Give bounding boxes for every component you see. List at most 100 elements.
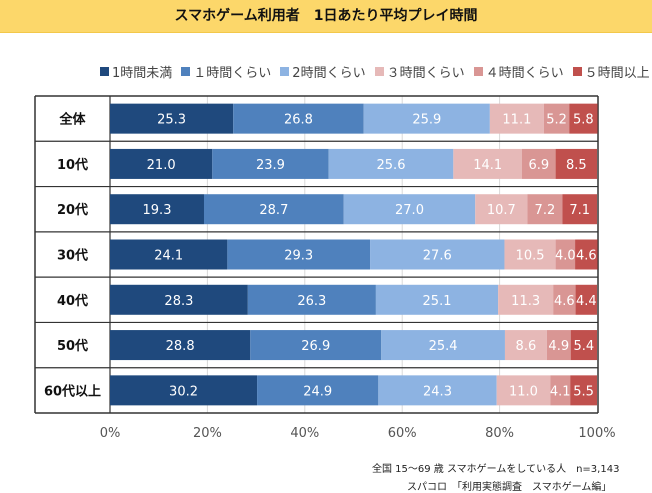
bar-segment	[212, 148, 329, 179]
x-tick-label: 20%	[193, 426, 222, 441]
legend-label: ３時間くらい	[386, 65, 465, 81]
title-band	[0, 0, 652, 33]
bar-segment	[550, 375, 571, 406]
data-label: 21.0	[147, 158, 176, 173]
data-label: 30.2	[169, 384, 198, 399]
data-label: 25.1	[423, 294, 452, 309]
legend-item: 2時間くらい	[280, 62, 366, 81]
legend-swatch-icon	[572, 66, 582, 76]
bar-segment	[257, 375, 379, 406]
bar-segment	[381, 330, 505, 361]
bar-segment	[546, 330, 571, 361]
footer-sample-note: 全国 15～69 歳 スマホゲームをしている人 n=3,143	[372, 464, 620, 475]
bar-segment	[570, 375, 597, 406]
data-label: 11.0	[509, 384, 538, 399]
data-label: 24.1	[154, 249, 183, 264]
data-label: 26.9	[301, 339, 330, 354]
data-label: 8.5	[566, 158, 587, 173]
bar-segment	[555, 148, 597, 179]
data-label: 4.6	[554, 294, 575, 309]
data-label: 27.0	[395, 203, 424, 218]
bar-segment	[250, 330, 382, 361]
x-tick-label: 100%	[578, 426, 615, 441]
data-label: 5.5	[573, 384, 594, 399]
legend-item: ４時間くらい	[473, 62, 564, 81]
data-label: 4.0	[555, 249, 576, 264]
data-label: 26.3	[297, 294, 326, 309]
legend-label: 2時間くらい	[292, 65, 366, 81]
bar-segment	[570, 330, 597, 361]
data-label: 4.6	[576, 249, 597, 264]
bar-segment	[378, 375, 497, 406]
bar-segment	[233, 103, 364, 134]
data-label: 4.1	[550, 384, 571, 399]
bar-segment	[328, 148, 454, 179]
data-label: 26.8	[284, 113, 313, 128]
bar-segment	[504, 239, 556, 270]
bar-segment	[110, 330, 251, 361]
bar-segment	[522, 148, 556, 179]
data-label: 25.9	[412, 113, 441, 128]
legend-item: 1時間未満	[100, 62, 172, 81]
data-label: 4.9	[548, 339, 569, 354]
data-label: 7.2	[535, 203, 556, 218]
data-label: 28.8	[166, 339, 195, 354]
footer-source: スパコロ 「利用実態調査 スマホゲーム編」	[407, 482, 612, 493]
data-label: 11.1	[502, 113, 531, 128]
data-label: 29.3	[284, 249, 313, 264]
category-label: 50代	[57, 338, 88, 354]
data-label: 10.7	[487, 203, 516, 218]
data-label: 14.1	[473, 158, 502, 173]
data-label: 25.3	[157, 113, 186, 128]
legend-item: ３時間くらい	[374, 62, 465, 81]
bar-segment	[247, 284, 376, 315]
data-label: 11.3	[511, 294, 540, 309]
data-label: 24.3	[423, 384, 452, 399]
x-tick-label: 80%	[485, 426, 514, 441]
bar-segment	[527, 194, 563, 225]
data-label: 25.4	[429, 339, 458, 354]
bar-segment	[453, 148, 523, 179]
bar-segment	[110, 194, 204, 225]
category-label: 40代	[57, 293, 88, 309]
bar-segment	[363, 103, 490, 134]
bar-segment	[575, 284, 597, 315]
data-label: 5.4	[574, 339, 595, 354]
bar-segment	[370, 239, 505, 270]
legend: 1時間未満 １時間くらい 2時間くらい ３時間くらい ４時間くらい ５時間以上	[100, 62, 652, 81]
bar-segment	[343, 194, 476, 225]
legend-swatch-icon	[473, 66, 483, 76]
x-tick-label: 40%	[290, 426, 319, 441]
bar-segment	[110, 284, 248, 315]
data-label: 27.6	[423, 249, 452, 264]
data-label: 24.9	[303, 384, 332, 399]
legend-swatch-icon	[181, 66, 191, 76]
category-label: 60代以上	[44, 383, 101, 399]
legend-swatch-icon	[280, 66, 290, 76]
bar-segment	[110, 375, 258, 406]
data-label: 4.4	[576, 294, 597, 309]
bar-segment	[489, 103, 544, 134]
legend-item: ５時間以上	[572, 62, 650, 81]
data-label: 8.6	[516, 339, 537, 354]
data-label: 6.9	[528, 158, 549, 173]
category-label: 20代	[57, 202, 88, 218]
data-label: 19.3	[143, 203, 172, 218]
category-label: 10代	[57, 157, 88, 173]
chart-title: スマホゲーム利用者 1日あたり平均プレイ時間	[174, 8, 478, 24]
category-label: 全体	[58, 112, 86, 128]
x-tick-label: 0%	[100, 426, 121, 441]
bar-segment	[375, 284, 499, 315]
legend-label: ５時間以上	[584, 65, 650, 81]
bar-segment	[498, 284, 554, 315]
data-label: 28.7	[259, 203, 288, 218]
bar-segment	[562, 194, 597, 225]
data-label: 5.2	[546, 113, 567, 128]
data-label: 5.8	[573, 113, 594, 128]
legend-label: １時間くらい	[193, 65, 272, 81]
bar-segment	[569, 103, 598, 134]
bar-segment	[203, 194, 344, 225]
data-label: 7.1	[569, 203, 590, 218]
legend-item: １時間くらい	[181, 62, 271, 81]
